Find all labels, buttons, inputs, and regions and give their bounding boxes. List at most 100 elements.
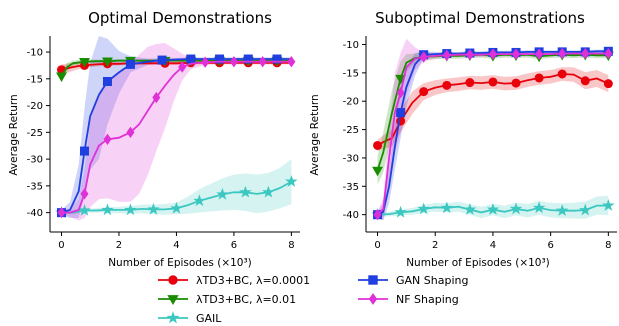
data-point bbox=[216, 187, 229, 200]
data-point bbox=[102, 57, 113, 67]
data-point bbox=[78, 203, 91, 216]
chart-title: Suboptimal Demonstrations bbox=[375, 9, 585, 27]
data-point bbox=[126, 126, 135, 139]
legend-entry: GAIL bbox=[158, 311, 222, 325]
legend-entry: λTD3+BC, λ=0.01 bbox=[158, 293, 296, 306]
y-tick-label: -15 bbox=[27, 74, 43, 85]
data-point bbox=[440, 201, 453, 214]
data-point bbox=[465, 78, 475, 88]
data-point bbox=[147, 202, 160, 215]
data-point bbox=[287, 56, 296, 68]
data-point bbox=[442, 49, 451, 61]
legend-marker bbox=[368, 275, 378, 285]
data-point bbox=[604, 47, 613, 60]
data-point bbox=[229, 56, 238, 68]
data-point bbox=[57, 206, 66, 219]
x-tick-label: 2 bbox=[116, 240, 122, 251]
y-tick-label: -30 bbox=[27, 155, 43, 166]
legend-label: GAN Shaping bbox=[396, 274, 468, 287]
legend-marker bbox=[167, 295, 179, 306]
data-point bbox=[419, 51, 428, 63]
legend: λTD3+BC, λ=0.0001 λTD3+BC, λ=0.01 GAIL GAN … bbox=[158, 274, 468, 325]
data-point bbox=[555, 204, 569, 216]
tick-labels: -10 -15 -20 -25 -30 -35 -40 0 2 4 6 8 bbox=[343, 40, 612, 251]
data-point bbox=[262, 185, 275, 198]
x-axis-label: Number of Episodes (×10³) bbox=[406, 257, 550, 269]
legend-label: λTD3+BC, λ=0.0001 bbox=[196, 274, 310, 287]
y-axis-label: Average Return bbox=[8, 94, 20, 175]
data-point bbox=[285, 175, 298, 187]
data-point bbox=[373, 140, 383, 150]
x-tick-label: 0 bbox=[374, 240, 380, 251]
data-point bbox=[193, 194, 206, 207]
data-point bbox=[396, 108, 406, 118]
data-point bbox=[201, 56, 210, 68]
series-lines bbox=[55, 54, 298, 219]
y-tick-label: -40 bbox=[343, 210, 359, 221]
legend-entry: NF Shaping bbox=[358, 293, 459, 306]
data-point bbox=[602, 199, 615, 211]
data-point bbox=[258, 56, 267, 68]
data-point bbox=[535, 48, 544, 60]
confidence-band bbox=[377, 51, 609, 185]
data-point bbox=[486, 203, 500, 215]
y-tick-label: -30 bbox=[343, 153, 359, 164]
x-tick-label: 2 bbox=[432, 240, 438, 251]
x-tick-label: 4 bbox=[173, 240, 179, 251]
data-point bbox=[215, 54, 225, 64]
data-point bbox=[373, 208, 382, 221]
series-lines bbox=[371, 46, 615, 221]
axes bbox=[362, 36, 617, 236]
data-point bbox=[419, 87, 429, 97]
legend-label: GAIL bbox=[196, 312, 222, 325]
data-point bbox=[394, 205, 407, 218]
data-point bbox=[125, 59, 135, 69]
data-point bbox=[603, 79, 613, 89]
data-point bbox=[157, 55, 167, 65]
legend-marker bbox=[168, 275, 178, 285]
data-point bbox=[80, 188, 89, 200]
data-point bbox=[509, 202, 523, 215]
suboptimal-demonstrations-chart: Suboptimal Demonstrations Average Return… bbox=[309, 9, 617, 269]
data-point bbox=[465, 49, 474, 61]
data-point bbox=[170, 201, 183, 214]
data-point bbox=[442, 80, 452, 90]
y-tick-label: -20 bbox=[343, 97, 359, 108]
data-point bbox=[580, 76, 590, 86]
y-tick-label: -10 bbox=[343, 40, 359, 51]
data-point bbox=[532, 201, 546, 214]
data-point bbox=[178, 61, 187, 73]
y-tick-label: -35 bbox=[27, 181, 43, 192]
data-point bbox=[79, 57, 90, 68]
y-tick-label: -25 bbox=[343, 125, 359, 136]
data-point bbox=[56, 72, 67, 82]
x-tick-label: 8 bbox=[605, 240, 611, 251]
confidence-band bbox=[61, 159, 292, 215]
data-point bbox=[558, 47, 567, 60]
confidence-band bbox=[377, 38, 609, 221]
y-tick-label: -25 bbox=[27, 128, 43, 139]
y-tick-label: -35 bbox=[343, 182, 359, 193]
data-point bbox=[511, 78, 521, 88]
x-axis-label: Number of Episodes (×10³) bbox=[108, 257, 252, 269]
data-point bbox=[534, 73, 544, 83]
data-point bbox=[103, 133, 112, 145]
y-axis-label: Average Return bbox=[309, 94, 321, 175]
data-point bbox=[243, 54, 253, 64]
data-point bbox=[272, 54, 282, 64]
axes bbox=[46, 36, 300, 236]
data-point bbox=[79, 146, 89, 156]
data-point bbox=[463, 203, 476, 215]
tick-labels: -10 -15 -20 -25 -30 -35 -40 0 2 4 6 8 bbox=[27, 48, 295, 251]
legend-entry: GAN Shaping bbox=[358, 274, 468, 287]
data-point bbox=[488, 77, 498, 87]
data-point bbox=[372, 166, 384, 177]
data-point bbox=[488, 48, 497, 60]
legend-entry: λTD3+BC, λ=0.0001 bbox=[158, 274, 310, 287]
chart-title: Optimal Demonstrations bbox=[88, 9, 272, 27]
optimal-demonstrations-chart: Optimal Demonstrations Average Return Nu… bbox=[8, 9, 300, 269]
data-point bbox=[186, 54, 196, 64]
y-tick-label: -10 bbox=[27, 48, 43, 59]
data-point bbox=[417, 202, 430, 215]
